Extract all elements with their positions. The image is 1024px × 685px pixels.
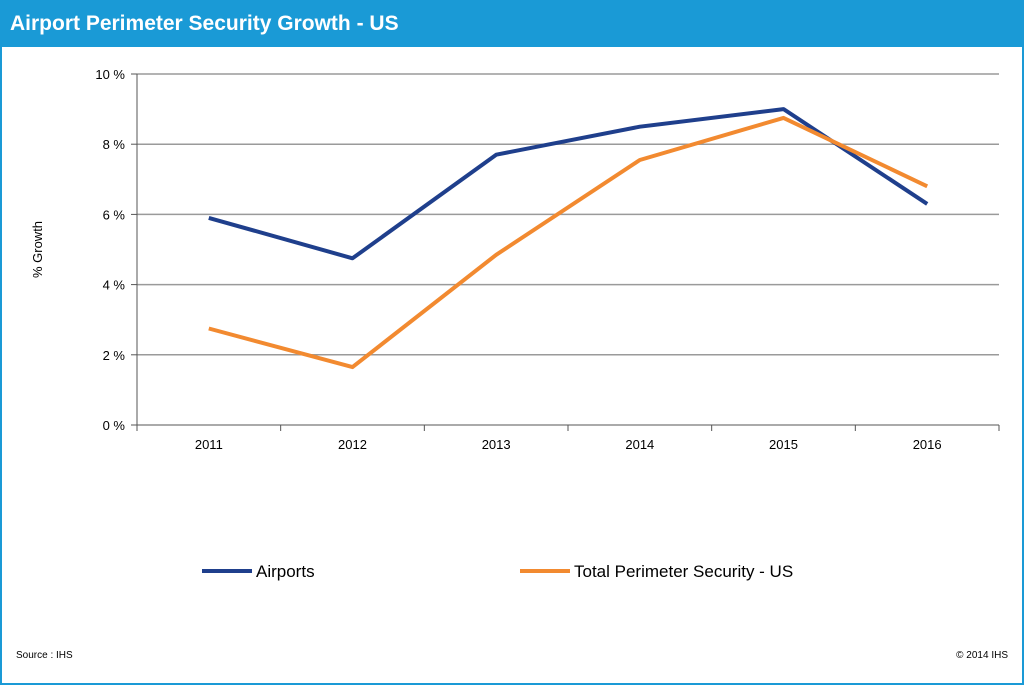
y-tick-label: 8 % — [103, 137, 126, 152]
x-tick-label: 2013 — [482, 437, 511, 452]
y-tick-label: 4 % — [103, 278, 126, 293]
copyright-note: © 2014 IHS — [956, 650, 1008, 661]
legend-label: Total Perimeter Security - US — [574, 562, 793, 581]
y-axis-label: % Growth — [30, 221, 45, 278]
series-line-airports — [208, 107, 929, 261]
y-tick-label: 10 % — [95, 67, 125, 82]
title-bar: Airport Perimeter Security Growth - US — [2, 2, 1022, 47]
legend-label: Airports — [256, 562, 315, 581]
x-tick-label: 2014 — [625, 437, 654, 452]
x-tick-label: 2011 — [195, 437, 223, 452]
y-tick-label: 2 % — [103, 348, 126, 363]
x-tick-label: 2015 — [769, 437, 798, 452]
chart-title: Airport Perimeter Security Growth - US — [10, 12, 399, 35]
source-note: Source : IHS — [16, 650, 73, 661]
x-tick-label: 2012 — [338, 437, 367, 452]
x-tick-label: 2016 — [913, 437, 942, 452]
y-tick-label: 0 % — [103, 418, 126, 433]
y-tick-label: 6 % — [103, 207, 126, 222]
series-line-total-perimeter-security — [208, 115, 929, 370]
